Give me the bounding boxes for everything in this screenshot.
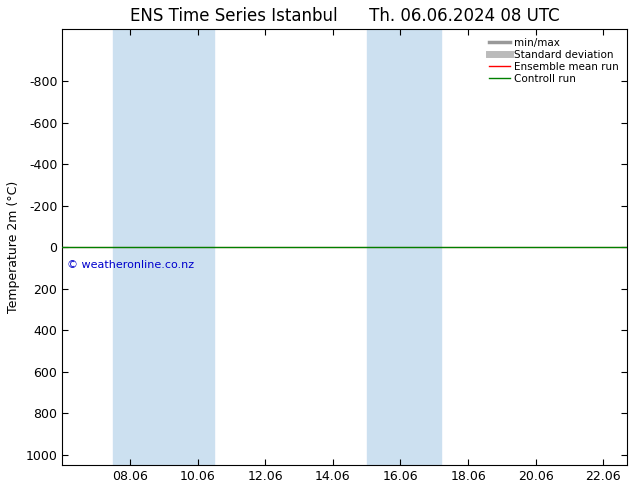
Text: © weatheronline.co.nz: © weatheronline.co.nz (67, 260, 195, 270)
Bar (113, 29, 214, 465)
Bar (366, 29, 441, 465)
Title: ENS Time Series Istanbul      Th. 06.06.2024 08 UTC: ENS Time Series Istanbul Th. 06.06.2024 … (130, 7, 559, 25)
Y-axis label: Temperature 2m (°C): Temperature 2m (°C) (7, 181, 20, 314)
Legend: min/max, Standard deviation, Ensemble mean run, Controll run: min/max, Standard deviation, Ensemble me… (486, 34, 622, 87)
